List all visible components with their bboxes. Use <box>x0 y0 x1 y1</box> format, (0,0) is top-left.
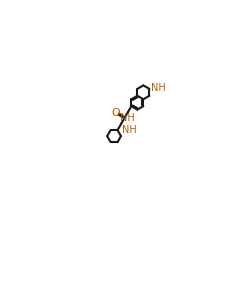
Text: NH: NH <box>150 83 165 93</box>
Text: NH: NH <box>122 125 137 135</box>
Text: O: O <box>111 109 120 118</box>
Text: NH: NH <box>120 113 134 123</box>
